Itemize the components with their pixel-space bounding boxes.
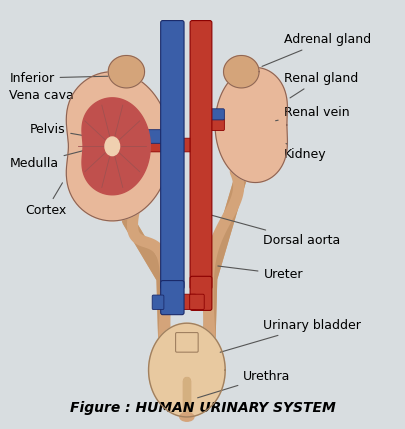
Ellipse shape [105, 137, 119, 156]
FancyBboxPatch shape [208, 109, 224, 120]
Text: Urethra: Urethra [197, 370, 290, 398]
Text: Renal gland: Renal gland [283, 72, 357, 98]
Text: Adrenal gland: Adrenal gland [261, 33, 370, 66]
Text: Dorsal aorta: Dorsal aorta [211, 215, 340, 247]
FancyBboxPatch shape [190, 21, 211, 289]
FancyBboxPatch shape [175, 332, 198, 352]
FancyBboxPatch shape [208, 118, 224, 130]
FancyBboxPatch shape [152, 295, 164, 310]
Text: Medulla: Medulla [9, 147, 97, 170]
Text: Pelvis: Pelvis [30, 123, 117, 142]
Text: Urinary bladder: Urinary bladder [220, 319, 360, 352]
Ellipse shape [179, 413, 194, 421]
FancyBboxPatch shape [160, 21, 183, 289]
FancyBboxPatch shape [132, 138, 192, 152]
FancyBboxPatch shape [181, 294, 196, 310]
Polygon shape [66, 72, 171, 221]
Text: Inferior: Inferior [9, 72, 115, 85]
Polygon shape [215, 67, 287, 182]
Polygon shape [148, 323, 225, 417]
FancyBboxPatch shape [123, 130, 173, 143]
Text: Renal vein: Renal vein [275, 106, 348, 121]
Polygon shape [108, 55, 144, 88]
Text: Figure : HUMAN URINARY SYSTEM: Figure : HUMAN URINARY SYSTEM [70, 401, 335, 415]
FancyBboxPatch shape [189, 294, 204, 310]
Text: Ureter: Ureter [217, 266, 302, 281]
Text: Vena cava: Vena cava [9, 89, 74, 102]
Polygon shape [223, 55, 258, 88]
Polygon shape [82, 98, 150, 195]
Text: Cortex: Cortex [26, 183, 67, 217]
Text: Kidney: Kidney [283, 143, 326, 161]
FancyBboxPatch shape [160, 281, 183, 314]
FancyBboxPatch shape [190, 276, 211, 311]
